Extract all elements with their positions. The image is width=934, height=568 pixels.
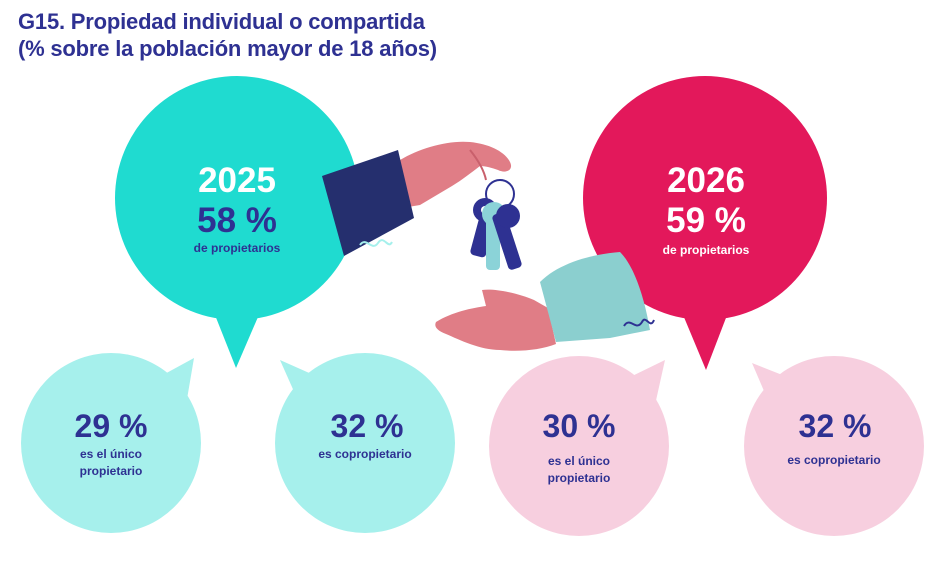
value-2025-sole-owner: 29 % [75,408,148,444]
bubble-2025-sole-owner-circle [21,353,201,533]
value-2026-co-owner: 32 % [799,408,872,444]
value-2025-co-owner: 32 % [331,408,404,444]
lower-hand-icon [435,252,655,351]
bubble-2026-co-owner: 32 % es copropietario [744,356,924,536]
bubble-2025-circle [115,76,359,320]
value-2026-sole-owner: 30 % [543,408,616,444]
caption-2025-co-owner: es copropietario [318,447,411,461]
bubble-2025-co-owner-circle [275,353,455,533]
bubble-2026-sole-owner-circle [489,356,669,536]
value-2026-label: 59 % [666,201,746,240]
hand-giving-keys-illustration [322,141,655,351]
bubble-2026: 2026 59 % de propietarios [583,76,827,370]
upper-hand-icon [322,141,512,256]
chart-title: G15. Propiedad individual o compartida (… [18,8,437,62]
bubble-2025: 2025 58 % de propietarios [115,76,359,368]
year-2026-label: 2026 [667,161,745,200]
bubble-2026-tail [681,310,729,370]
caption-2026-co-owner: es copropietario [787,453,880,467]
caption-2025-sole-owner-line2: propietario [80,464,143,478]
bubble-2025-co-owner: 32 % es copropietario [275,353,455,533]
bubble-2026-circle [583,76,827,320]
caption-2026-sole-owner-line1: es el único [548,454,610,468]
year-2025-label: 2025 [198,161,276,200]
caption-2026-sole-owner-line2: propietario [548,471,611,485]
bubble-2026-co-owner-circle [744,356,924,536]
bubble-2025-sole-owner: 29 % es el único propietario [21,353,201,533]
keys-icon [470,179,522,270]
caption-2025-label: de propietarios [194,241,281,255]
caption-2026-label: de propietarios [663,243,750,257]
chart-subtitle: (% sobre la población mayor de 18 años) [18,36,437,61]
value-2025-label: 58 % [197,201,277,240]
bubble-2026-sole-owner: 30 % es el único propietario [489,356,669,536]
chart-title-line1: G15. Propiedad individual o compartida [18,9,425,34]
bubble-2025-tail [213,310,261,368]
caption-2025-sole-owner-line1: es el único [80,447,142,461]
